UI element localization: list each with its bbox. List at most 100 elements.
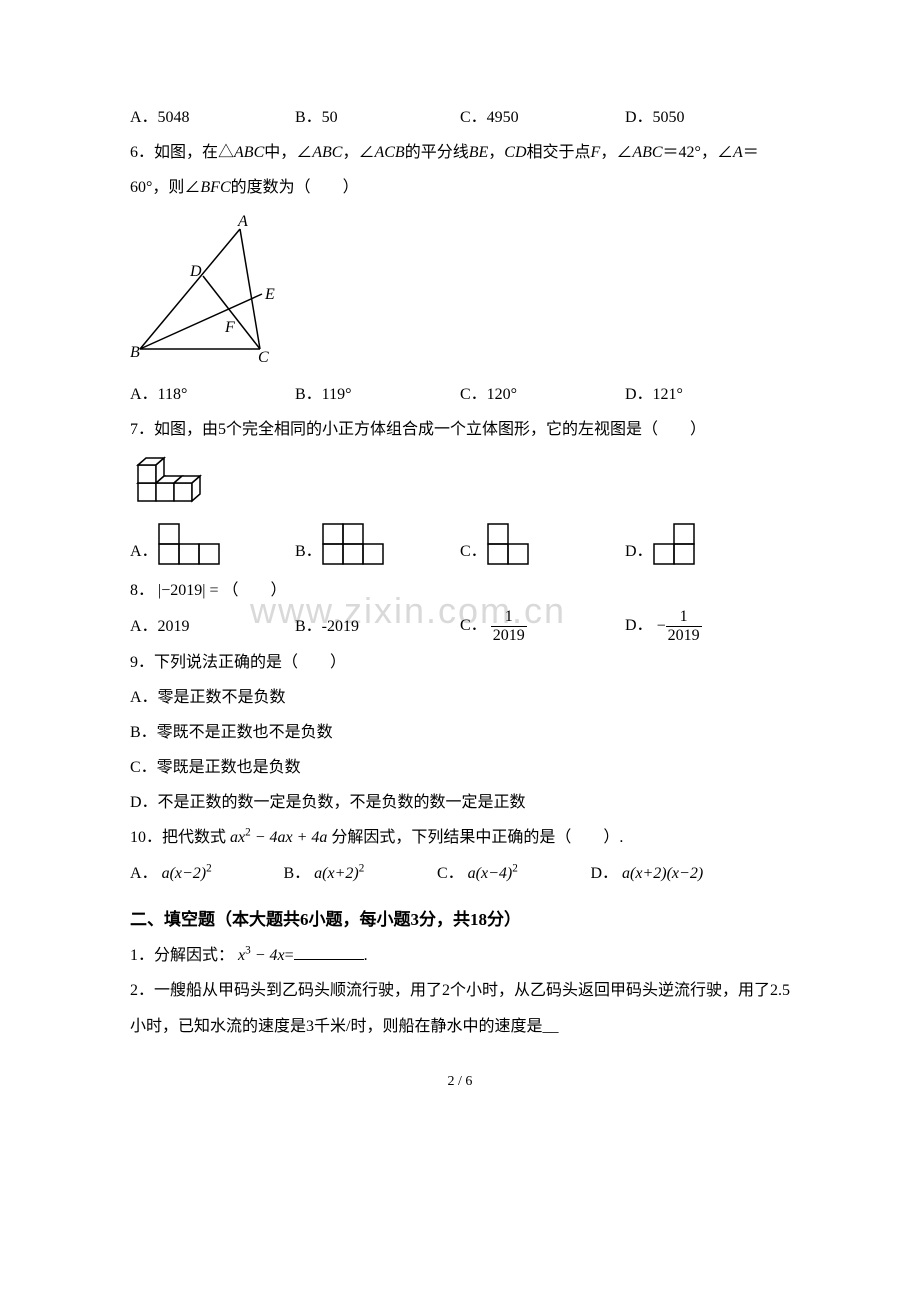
q8-choice-d: D． − 1 2019 [625,608,790,644]
q7-choice-a: A． [130,523,295,565]
f1-expr: x3 − 4x [238,947,285,964]
q9-choice-d: D．不是正数的数一定是负数，不是负数的数一定是正数 [130,785,790,820]
q6-abc: ABC [234,144,264,161]
q6-choices: A．118° B．119° C．120° D．121° [130,377,790,412]
q10-prefix: 10．把代数式 [130,829,230,846]
q10-expr: ax2 − 4ax + 4a [230,829,327,846]
q6-choice-b: B．119° [295,377,460,412]
q7-choice-b: B． [295,523,460,565]
q7-choices: A． B． [130,523,790,565]
q6-label-b: B [130,344,140,361]
q7-choice-c: C． [460,523,625,565]
f1-blank [294,943,364,960]
q8-expr: |−2019| = [158,582,218,599]
q9-text: 9．下列说法正确的是（ ） [130,645,790,680]
q5-choice-b: B．50 [295,100,460,135]
q6-abc3: ABC [632,144,662,161]
q8-c-den: 2019 [491,627,527,645]
f1-suffix: . [364,947,368,964]
q8-choice-b: B．-2019 [295,609,460,644]
q10-b-expr: a(x+2)2 [314,865,364,882]
f1-text: 1．分解因式： x3 − 4x=. [130,938,790,973]
q10-c-expr: a(x−4)2 [468,865,518,882]
q8-d-num: 1 [666,608,702,627]
q8-choice-a: A．2019 [130,609,295,644]
f2-text: 2．一艘船从甲码头到乙码头顺流行驶，用了2个小时，从乙码头返回甲码头逆流行驶，用… [130,973,790,1043]
q10-a-expr: a(x−2)2 [162,865,212,882]
q6-t4: 的平分线 [405,144,469,161]
q7-c-label: C． [460,539,487,565]
section-2-title: 二、填空题（本大题共6小题，每小题3分，共18分） [130,901,790,938]
q8-val: −2019 [161,582,202,599]
content-body: A．5048 B．50 C．4950 D．5050 6．如图，在△ABC中，∠A… [130,100,790,1090]
q6-choice-a: A．118° [130,377,295,412]
q8-close: | = [202,582,218,599]
q8-prefix: 8． [130,582,154,599]
q6-t8: ＝42° [663,144,701,161]
page-number: 2 / 6 [130,1074,790,1090]
f1-prefix: 1．分解因式： [130,947,234,964]
q10-text: 10．把代数式 ax2 − 4ax + 4a 分解因式，下列结果中正确的是（ ）… [130,820,790,855]
q7-choice-d: D． [625,523,790,565]
f1-eq: = [285,947,294,964]
q7-a-label: A． [130,539,158,565]
q10-a-prefix: A． [130,865,158,882]
q7-d-label: D． [625,539,653,565]
q6-t1: 6．如图，在△ [130,144,234,161]
q6-label-d: D [189,263,202,280]
q6-t6: 相交于点 [527,144,591,161]
q6-t3: ，∠ [342,144,374,161]
q6-abc2: ABC [312,144,342,161]
q8-text: 8． |−2019| = （ ） [130,573,790,608]
q7-text: 7．如图，由5个完全相同的小正方体组合成一个立体图形，它的左视图是（ ） [130,412,790,447]
q6-t5: ， [488,144,504,161]
q8-suffix: （ ） [222,582,286,599]
q6-acb: ACB [374,144,404,161]
q9-choice-b: B．零既不是正数也不是负数 [130,715,790,750]
q10-choice-a: A． a(x−2)2 [130,856,283,891]
q8-choice-c: C． 1 2019 [460,608,625,644]
q6-label-e: E [264,286,275,303]
q10-choice-c: C． a(x−4)2 [437,856,590,891]
q6-be: BE [469,144,489,161]
q10-b-prefix: B． [283,865,310,882]
q5-choice-c: C．4950 [460,100,625,135]
q6-bfc: BFC [200,179,230,196]
q6-text: 6．如图，在△ABC中，∠ABC，∠ACB的平分线BE，CD相交于点F，∠ABC… [130,135,790,205]
q6-a: A [733,144,743,161]
q10-c-prefix: C． [437,865,464,882]
q8-choices: A．2019 B．-2019 C． 1 2019 D． − 1 2019 [130,608,790,644]
q6-cd: CD [504,144,526,161]
q7-b-label: B． [295,539,322,565]
q8-d-den: 2019 [666,627,702,645]
q8-d-prefix: D． [625,617,653,634]
q6-choice-d: D．121° [625,377,790,412]
q10-suffix: 分解因式，下列结果中正确的是（ ）. [327,829,623,846]
q9-choice-c: C．零既是正数也是负数 [130,750,790,785]
q5-choice-d: D．5050 [625,100,790,135]
q10-choice-b: B． a(x+2)2 [283,856,436,891]
q10-d-expr: a(x+2)(x−2) [622,865,703,882]
q8-d-neg: − [657,618,666,635]
q6-t7: ，∠ [600,144,632,161]
q6-label-c: C [258,349,269,364]
q5-choice-a: A．5048 [130,100,295,135]
q6-label-f: F [224,319,235,336]
q6-t11: 的度数为（ ） [231,179,359,196]
q6-choice-c: C．120° [460,377,625,412]
q6-f: F [591,144,601,161]
q9-choice-a: A．零是正数不是负数 [130,680,790,715]
q8-c-frac: 1 2019 [491,608,527,644]
q6-label-a: A [237,214,248,230]
q6-t2: 中，∠ [264,144,312,161]
q6-t9: ，∠ [701,144,733,161]
q10-choice-d: D． a(x+2)(x−2) [590,856,790,891]
q7-figure [130,455,790,515]
q6-figure: A B C D E F [130,214,790,369]
q8-c-prefix: C． [460,617,487,634]
q8-d-frac: 1 2019 [666,608,702,644]
q5-choices: A．5048 B．50 C．4950 D．5050 [130,100,790,135]
q10-choices: A． a(x−2)2 B． a(x+2)2 C． a(x−4)2 D． a(x+… [130,856,790,891]
q10-d-prefix: D． [590,865,618,882]
q8-c-num: 1 [491,608,527,627]
